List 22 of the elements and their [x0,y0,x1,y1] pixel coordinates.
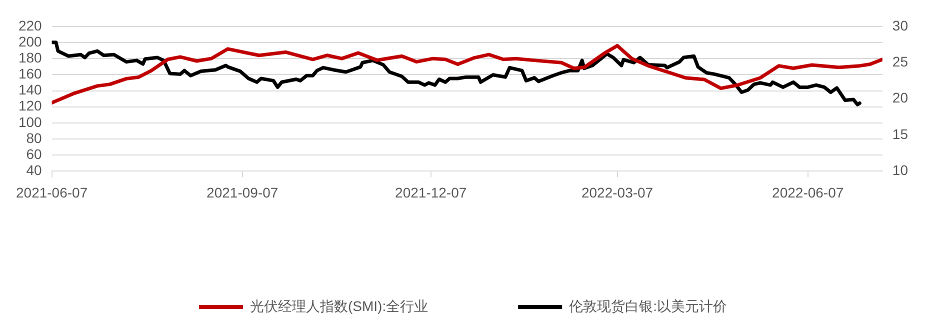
x-tick-label: 2021-12-07 [395,184,467,200]
y-tick-label: 180 [18,49,42,66]
x-tick-label: 2022-06-07 [772,184,844,200]
y2-tick-label: 10 [892,162,908,178]
legend-label: 伦敦现货白银:以美元计价 [569,298,727,314]
y-tick-label: 120 [18,98,42,114]
legend-label: 光伏经理人指数(SMI):全行业 [250,298,428,314]
y2-tick-label: 25 [892,53,908,70]
y2-tick-label: 20 [892,90,908,106]
y-tick-label: 220 [18,17,42,34]
y-tick-label: 40 [26,162,42,178]
y2-tick-label: 15 [892,126,908,142]
y-tick-label: 200 [18,33,42,50]
x-tick-label: 2021-06-07 [16,184,88,200]
y-tick-label: 80 [26,130,42,146]
y-tick-label: 160 [18,66,42,82]
x-tick-label: 2021-09-07 [206,184,278,200]
y-tick-label: 100 [18,114,42,130]
x-tick-label: 2022-03-07 [581,184,654,200]
y-tick-label: 140 [18,82,42,98]
y2-tick-label: 30 [892,17,908,34]
y-tick-label: 60 [26,146,42,162]
